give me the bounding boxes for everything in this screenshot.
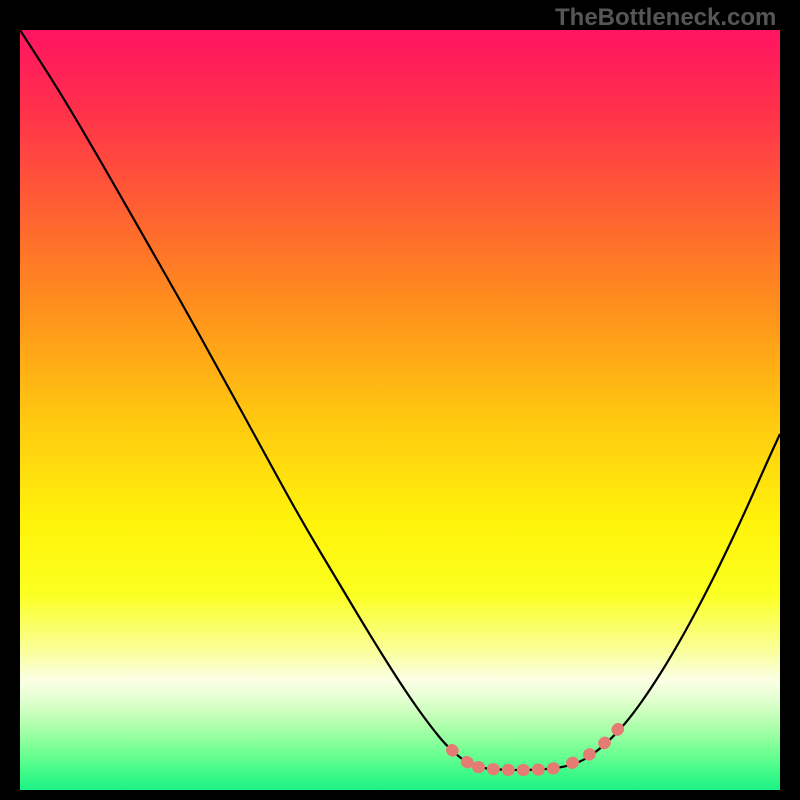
watermark-text: TheBottleneck.com <box>555 4 776 32</box>
bottleneck-chart <box>0 0 800 800</box>
optimal-range-marker-1 <box>478 766 566 770</box>
gradient-background <box>20 30 780 790</box>
